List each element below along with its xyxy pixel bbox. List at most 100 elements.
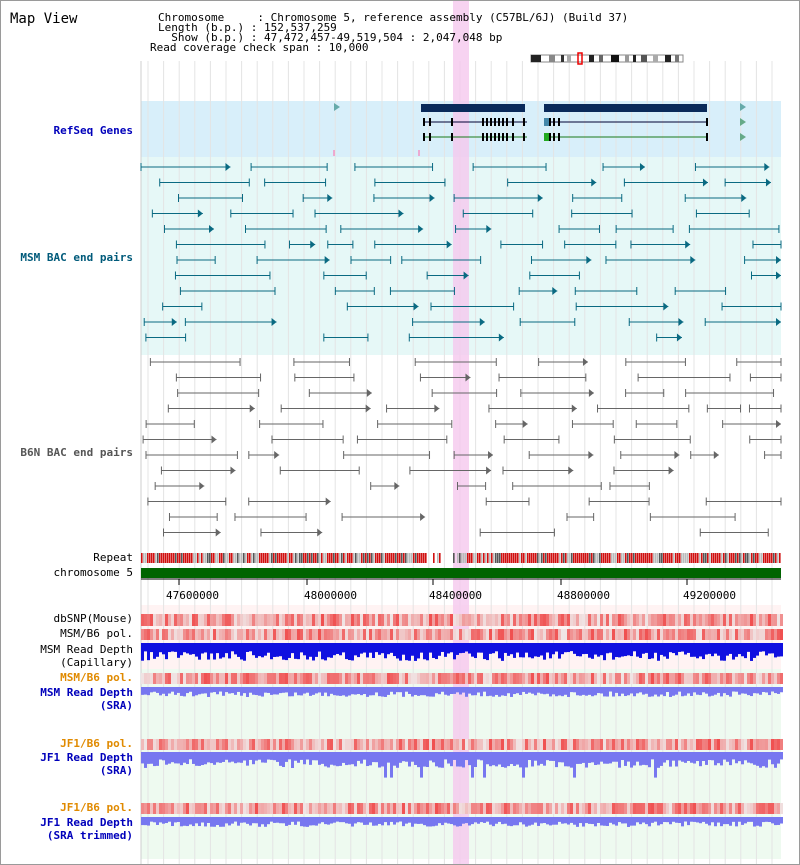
jf1-trimmed-depth-bar	[345, 817, 348, 824]
jf1-trimmed-depth-bar	[501, 817, 504, 825]
dbsnp-label[interactable]: dbSNP(Mouse)	[53, 612, 133, 625]
msm-capillary-depth-bar	[411, 643, 414, 656]
msm-pol-heat-cell	[756, 629, 759, 640]
msm-pol-heat-cell	[714, 673, 717, 684]
msm-pol-heat-cell	[438, 629, 441, 640]
msm-pol-heat-cell	[252, 673, 255, 684]
repeat-mark	[227, 553, 229, 563]
msm-sra-depth-bar	[264, 687, 267, 693]
msm-pol-heat-cell	[219, 673, 222, 684]
exon	[482, 118, 484, 126]
jf1-trimmed-depth-bar	[396, 817, 399, 823]
jf1-pol-heat-cell	[408, 803, 411, 814]
jf1-sra-depth-bar	[675, 752, 678, 767]
msm-pol-heat-cell	[585, 673, 588, 684]
msm-pol-heat-cell	[204, 629, 207, 640]
repeat-mark	[229, 553, 231, 563]
msm-bac-pair-end	[413, 302, 419, 311]
jf1-trimmed-depth-bar	[159, 817, 162, 823]
msm-capillary-depth-bar	[216, 643, 219, 654]
msm-pol-heat-cell	[684, 629, 687, 640]
msm-capillary-depth-bar	[399, 643, 402, 661]
msm-pol-heat-cell	[741, 629, 744, 640]
repeat-mark	[511, 553, 513, 563]
jf1-sra-depth-bar	[423, 752, 426, 767]
jf1-depth-sra-label[interactable]: JF1 Read Depth	[40, 751, 133, 764]
jf1-pol-heat-cell	[765, 739, 768, 750]
jf1-sra-depth-bar	[198, 752, 201, 766]
repeat-mark	[467, 553, 469, 563]
jf1-pol-heat-cell	[168, 803, 171, 814]
dbsnp-heat-cell	[216, 614, 219, 626]
jf1-trimmed-depth-bar	[234, 817, 237, 822]
jf1-trimmed-depth-bar	[480, 817, 483, 823]
msm-depth-capillary-label[interactable]: MSM Read Depth	[40, 643, 133, 656]
jf1-pol-heat-cell	[609, 803, 612, 814]
repeat-mark	[457, 553, 459, 563]
jf1-trimmed-depth-bar	[648, 817, 651, 827]
b6n-bac-label[interactable]: B6N BAC end pairs	[20, 446, 133, 459]
msm-pol-heat-cell	[411, 629, 414, 640]
repeat-mark	[565, 553, 567, 563]
dbsnp-heat-cell	[630, 614, 633, 626]
msm-bac-pair-end	[171, 318, 177, 326]
msm-capillary-depth-bar	[588, 643, 591, 658]
repeat-mark	[651, 553, 653, 563]
msm-sra-depth-bar	[468, 687, 471, 694]
msm-pol-heat-cell	[729, 629, 732, 640]
msm-sra-depth-bar	[216, 687, 219, 695]
jf1-pol-heat-cell	[477, 803, 480, 814]
msm-bac-pair-end	[702, 178, 708, 187]
repeat-mark	[395, 553, 397, 563]
jf1-pol-heat-cell	[336, 803, 339, 814]
msm-depth-sra-label[interactable]: MSM Read Depth	[40, 686, 133, 699]
jf1-sra-depth-bar	[228, 752, 231, 763]
jf1-pol-heat-cell	[690, 803, 693, 814]
jf1-sra-depth-bar	[756, 752, 759, 766]
jf1-pol-heat-cell	[174, 739, 177, 750]
msm-capillary-depth-bar	[315, 643, 318, 657]
msm-pol-heat-cell	[384, 629, 387, 640]
jf1-sra-depth-bar	[222, 752, 225, 762]
dbsnp-heat-cell	[372, 614, 375, 626]
exon	[486, 133, 488, 141]
jf1-b6-pol-label-2[interactable]: JF1/B6 pol.	[60, 801, 133, 814]
msm-pol-heat-cell	[714, 629, 717, 640]
msm-sra-depth-bar	[519, 687, 522, 695]
repeat-mark	[161, 553, 163, 563]
dbsnp-heat-cell	[435, 614, 438, 626]
jf1-pol-heat-cell	[324, 803, 327, 814]
jf1-pol-heat-cell	[768, 739, 771, 750]
jf1-b6-pol-label[interactable]: JF1/B6 pol.	[60, 737, 133, 750]
msm-b6-pol-label[interactable]: MSM/B6 pol.	[60, 627, 133, 640]
msm-sra-depth-bar	[321, 687, 324, 696]
dbsnp-heat-cell	[183, 614, 186, 626]
repeat-mark	[357, 553, 359, 563]
msm-b6-pol-label-2[interactable]: MSM/B6 pol.	[60, 671, 133, 684]
repeat-mark	[689, 553, 691, 563]
msm-pol-heat-cell	[210, 629, 213, 640]
msm-pol-heat-cell	[696, 673, 699, 684]
msm-capillary-depth-bar	[606, 643, 609, 654]
exon	[544, 133, 549, 141]
jf1-sra-depth-bar	[375, 752, 378, 763]
msm-sra-depth-bar	[609, 687, 612, 692]
repeat-mark	[501, 553, 503, 563]
msm-pol-heat-cell	[246, 673, 249, 684]
msm-sra-depth-bar	[384, 687, 387, 697]
dbsnp-heat-cell	[246, 614, 249, 626]
repeat-mark	[283, 553, 285, 563]
jf1-pol-heat-cell	[657, 739, 660, 750]
b6n-bac-pair-end	[776, 420, 781, 428]
jf1-trimmed-depth-bar	[168, 817, 171, 822]
msm-pol-heat-cell	[399, 629, 402, 640]
msm-pol-heat-cell	[492, 673, 495, 684]
jf1-depth-trimmed-label[interactable]: JF1 Read Depth	[40, 816, 133, 829]
repeat-mark	[697, 553, 699, 563]
refseq-genes-label[interactable]: RefSeq Genes	[53, 124, 133, 137]
msm-bac-label[interactable]: MSM BAC end pairs	[20, 251, 133, 264]
gene-strand-arrow	[740, 118, 746, 126]
jf1-sra-depth-bar	[348, 752, 351, 765]
jf1-trimmed-depth-bar	[525, 817, 528, 827]
